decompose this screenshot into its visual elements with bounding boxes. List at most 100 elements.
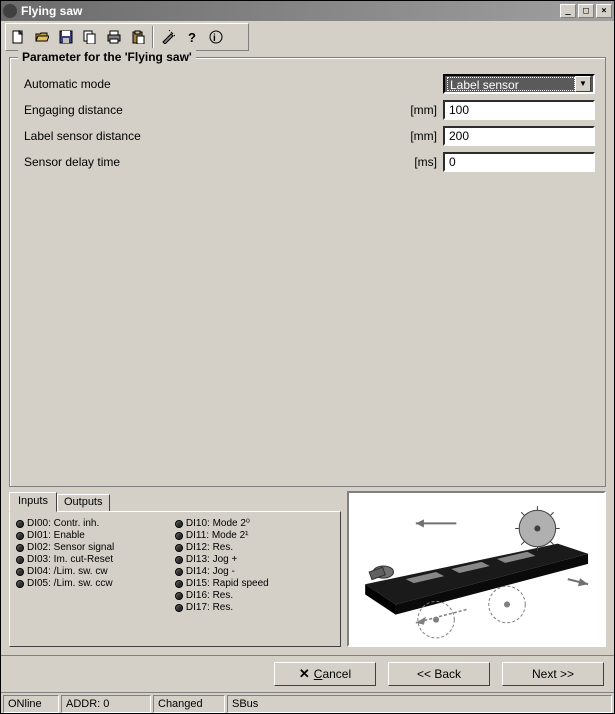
io-label: DI11: Mode 2¹ xyxy=(186,530,249,542)
io-item: DI00: Contr. inh. xyxy=(16,518,175,530)
led-icon xyxy=(175,604,183,612)
groupbox-legend: Parameter for the 'Flying saw' xyxy=(18,50,196,64)
io-item: DI17: Res. xyxy=(175,602,334,614)
button-row: ✕ Cancel << Back Next >> xyxy=(1,655,614,693)
wizard-icon[interactable] xyxy=(156,25,180,49)
paste-icon-svg xyxy=(131,30,145,44)
next-button-label: Next >> xyxy=(532,667,574,681)
paste-icon[interactable] xyxy=(126,25,150,49)
led-icon xyxy=(175,556,183,564)
new-icon[interactable] xyxy=(6,25,30,49)
save-icon[interactable] xyxy=(54,25,78,49)
label-engaging-distance: Engaging distance xyxy=(20,103,399,117)
toolbar-separator xyxy=(152,26,154,48)
io-item: DI16: Res. xyxy=(175,590,334,602)
io-label: DI13: Jog + xyxy=(186,554,237,566)
io-item: DI11: Mode 2¹ xyxy=(175,530,334,542)
info-icon-svg: i xyxy=(209,30,223,44)
status-sbus: SBus xyxy=(227,695,612,713)
select-automatic-mode[interactable]: Label sensor ▼ xyxy=(443,74,595,94)
row-automatic-mode: Automatic mode Label sensor ▼ xyxy=(20,72,595,96)
led-icon xyxy=(16,580,24,588)
toolbar: ? i xyxy=(5,23,249,51)
led-icon xyxy=(16,544,24,552)
io-label: DI02: Sensor signal xyxy=(27,542,114,554)
io-body: DI00: Contr. inh. DI01: Enable DI02: Sen… xyxy=(9,511,341,647)
io-column-1: DI00: Contr. inh. DI01: Enable DI02: Sen… xyxy=(16,518,175,640)
titlebar: Flying saw _ □ × xyxy=(1,1,614,21)
led-icon xyxy=(16,568,24,576)
row-sensor-delay-time: Sensor delay time [ms] 0 xyxy=(20,150,595,174)
led-icon xyxy=(175,532,183,540)
parameter-groupbox: Parameter for the 'Flying saw' Automatic… xyxy=(9,57,606,487)
io-label: DI10: Mode 2⁰ xyxy=(186,518,250,530)
cancel-button[interactable]: ✕ Cancel xyxy=(274,662,376,686)
io-column-2: DI10: Mode 2⁰ DI11: Mode 2¹ DI12: Res. D… xyxy=(175,518,334,640)
chevron-down-icon: ▼ xyxy=(575,76,591,92)
svg-text:i: i xyxy=(213,33,216,44)
unit-label-sensor-distance: [mm] xyxy=(399,129,443,143)
input-engaging-distance[interactable]: 100 xyxy=(443,100,595,120)
statusbar: ONline ADDR: 0 Changed SBus xyxy=(1,693,614,713)
led-icon xyxy=(175,568,183,576)
info-icon[interactable]: i xyxy=(204,25,228,49)
app-window: Flying saw _ □ × xyxy=(0,0,615,714)
row-engaging-distance: Engaging distance [mm] 100 xyxy=(20,98,595,122)
label-sensor-delay-time: Sensor delay time xyxy=(20,155,399,169)
label-label-sensor-distance: Label sensor distance xyxy=(20,129,399,143)
illustration-panel xyxy=(347,491,606,647)
help-icon[interactable]: ? xyxy=(180,25,204,49)
tab-inputs[interactable]: Inputs xyxy=(9,492,57,512)
copy-icon[interactable] xyxy=(78,25,102,49)
copy-icon-svg xyxy=(83,30,97,44)
maximize-button[interactable]: □ xyxy=(578,4,594,18)
io-item: DI01: Enable xyxy=(16,530,175,542)
print-icon[interactable] xyxy=(102,25,126,49)
open-icon[interactable] xyxy=(30,25,54,49)
io-panel: Inputs Outputs DI00: Contr. inh. DI01: E… xyxy=(9,491,341,647)
unit-engaging-distance: [mm] xyxy=(399,103,443,117)
toolbar-container: ? i xyxy=(1,21,614,51)
cancel-button-label: Cancel xyxy=(314,667,351,681)
led-icon xyxy=(16,556,24,564)
io-item: DI13: Jog + xyxy=(175,554,334,566)
select-automatic-mode-text: Label sensor xyxy=(447,77,575,91)
io-item: DI04: /Lim. sw. cw xyxy=(16,566,175,578)
minimize-button[interactable]: _ xyxy=(560,4,576,18)
io-label: DI16: Res. xyxy=(186,590,233,602)
led-icon xyxy=(175,520,183,528)
unit-sensor-delay-time: [ms] xyxy=(399,155,443,169)
close-button[interactable]: × xyxy=(596,4,612,18)
io-item: DI12: Res. xyxy=(175,542,334,554)
row-label-sensor-distance: Label sensor distance [mm] 200 xyxy=(20,124,595,148)
led-icon xyxy=(16,532,24,540)
window-title: Flying saw xyxy=(21,4,558,18)
flying-saw-illustration xyxy=(349,493,604,645)
svg-text:?: ? xyxy=(188,30,196,44)
next-button[interactable]: Next >> xyxy=(502,662,604,686)
help-icon-svg: ? xyxy=(185,30,199,44)
led-icon xyxy=(175,592,183,600)
open-icon-svg xyxy=(35,30,49,44)
io-item: DI10: Mode 2⁰ xyxy=(175,518,334,530)
io-label: DI05: /Lim. sw. ccw xyxy=(27,578,113,590)
io-item: DI03: Im. cut-Reset xyxy=(16,554,175,566)
lower-panels: Inputs Outputs DI00: Contr. inh. DI01: E… xyxy=(9,491,606,647)
main-area: Parameter for the 'Flying saw' Automatic… xyxy=(1,51,614,655)
io-item: DI02: Sensor signal xyxy=(16,542,175,554)
status-online: ONline xyxy=(3,695,59,713)
status-addr: ADDR: 0 xyxy=(61,695,151,713)
input-sensor-delay-time[interactable]: 0 xyxy=(443,152,595,172)
led-icon xyxy=(16,520,24,528)
io-label: DI14: Jog - xyxy=(186,566,235,578)
io-label: DI17: Res. xyxy=(186,602,233,614)
io-label: DI15: Rapid speed xyxy=(186,578,269,590)
back-button-label: << Back xyxy=(417,667,461,681)
back-button[interactable]: << Back xyxy=(388,662,490,686)
led-icon xyxy=(175,580,183,588)
io-item: DI05: /Lim. sw. ccw xyxy=(16,578,175,590)
input-label-sensor-distance[interactable]: 200 xyxy=(443,126,595,146)
label-automatic-mode: Automatic mode xyxy=(20,77,399,91)
io-label: DI03: Im. cut-Reset xyxy=(27,554,113,566)
print-icon-svg xyxy=(107,30,121,44)
